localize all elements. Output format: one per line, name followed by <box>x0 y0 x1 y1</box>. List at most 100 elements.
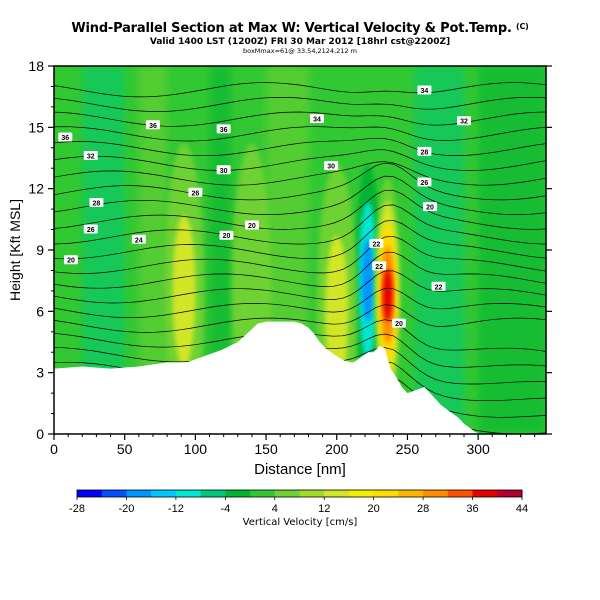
x-tick-label: 150 <box>254 441 278 457</box>
x-tick-label: 50 <box>117 441 133 457</box>
contour-label-bg <box>324 161 339 171</box>
colorbar-swatch <box>348 490 375 497</box>
contour-label-text: 32 <box>87 153 95 160</box>
contour-label-text: 26 <box>421 180 429 187</box>
contour-label: 34 <box>309 114 324 124</box>
contour-label-bg <box>188 187 203 197</box>
contour-label-bg <box>457 116 471 126</box>
velocity-band <box>478 66 546 434</box>
y-tick-label: 15 <box>28 119 44 135</box>
contour-label-text: 28 <box>93 200 101 207</box>
isentrope-line <box>54 219 546 260</box>
colorbar-swatch <box>299 490 325 497</box>
colorbar-tick-label: 28 <box>417 503 429 515</box>
velocity-cell <box>325 235 349 387</box>
contour-label: 36 <box>145 120 160 130</box>
chart-subtitle: Valid 1400 LST (1200Z) FRI 30 Mar 2012 [… <box>149 37 451 47</box>
colorbar-tick-label: 20 <box>368 503 380 515</box>
colorbar: -28 -20 -12 -4 4 12 20 28 36 44 <box>69 489 528 515</box>
contour-label-bg <box>216 124 231 134</box>
contour-label-bg <box>83 150 98 160</box>
contour-label-text: 30 <box>220 168 228 175</box>
terrain <box>54 321 546 434</box>
colorbar-tick-label: -20 <box>118 503 134 515</box>
isentrope-line <box>54 251 546 289</box>
contour-label: 22 <box>431 281 446 291</box>
colorbar-tick-label: -4 <box>220 503 230 515</box>
colorbar-tick-label: 44 <box>516 503 528 515</box>
colorbar-swatch <box>200 490 226 497</box>
isentrope-line <box>54 126 546 142</box>
contour-label: 24 <box>131 234 146 244</box>
contour-label-text: 34 <box>421 88 429 95</box>
y-axis-label: Height [Kft MSL] <box>7 199 23 301</box>
contour-label: 22 <box>372 261 387 271</box>
contour-label: 22 <box>369 238 384 248</box>
contour-label-bg <box>83 224 98 234</box>
y-tick-label: 18 <box>28 58 44 74</box>
contour-label: 26 <box>417 177 432 187</box>
contour-label: 32 <box>457 116 471 126</box>
plot-area: 36 36 36 34 34 32 32 30 30 28 28 26 26 26 24 20 20 20 20 22… <box>54 66 546 434</box>
contour-label: 20 <box>423 202 438 212</box>
contour-label-bg <box>219 230 234 240</box>
colorbar-swatch <box>175 490 202 497</box>
velocity-band <box>209 66 231 434</box>
contour-label: 26 <box>83 224 98 234</box>
colorbar-swatch <box>250 490 276 497</box>
isentrope-line <box>54 162 546 201</box>
colorbar-swatch <box>497 490 523 497</box>
velocity-cell <box>361 239 375 323</box>
contour-label: 20 <box>244 220 259 230</box>
colorbar-swatch <box>274 490 300 497</box>
x-axis-label: Distance [nm] <box>254 461 346 478</box>
colorbar-swatch <box>324 490 350 497</box>
contour-label: 32 <box>83 150 98 160</box>
contour-label: 30 <box>216 165 231 175</box>
isentrope-line <box>54 288 546 319</box>
contour-label-text: 32 <box>460 119 468 126</box>
colorbar-label: Vertical Velocity [cm/s] <box>242 517 358 528</box>
contour-label: 20 <box>63 255 78 265</box>
contour-label-text: 24 <box>135 237 143 244</box>
contour-label-bg <box>63 255 78 265</box>
colorbar-tick-label: 36 <box>466 503 478 515</box>
contour-label-bg <box>417 146 432 156</box>
isentrope-line <box>54 161 546 186</box>
contour-label-text: 28 <box>421 149 429 156</box>
isentrope-line <box>54 235 546 274</box>
colorbar-swatch <box>398 490 424 497</box>
velocity-cell <box>382 268 393 322</box>
x-tick-label: 0 <box>50 441 58 457</box>
colorbar-swatch <box>423 490 449 497</box>
x-axis: 0 50 100 150 200 250 300 <box>50 434 536 457</box>
colorbar-swatch <box>101 490 127 497</box>
isentrope-line <box>54 175 546 215</box>
contour-label-text: 36 <box>220 127 228 134</box>
contour-label-bg <box>89 197 104 207</box>
contour-label-text: 34 <box>313 117 321 124</box>
contour-label-text: 20 <box>426 205 434 212</box>
isentrope-line <box>54 137 546 157</box>
colorbar-swatch <box>151 490 177 497</box>
contour-label-bg <box>369 238 384 248</box>
colorbar-swatch <box>225 490 251 497</box>
y-tick-label: 3 <box>36 365 44 381</box>
contour-label: 20 <box>391 318 406 328</box>
chart-title: Wind-Parallel Section at Max W: Vertical… <box>71 21 529 36</box>
colorbar-tick-label: -12 <box>168 503 184 515</box>
y-tick-label: 0 <box>36 426 44 442</box>
contour-label: 36 <box>58 132 73 142</box>
colorbar-tick-label: 12 <box>318 503 330 515</box>
contour-label-text: 30 <box>327 164 335 171</box>
y-tick-label: 6 <box>36 303 44 319</box>
contour-label-bg <box>244 220 259 230</box>
isentrope-line <box>54 204 546 245</box>
velocity-cell <box>172 215 196 367</box>
colorbar-tick-label: -28 <box>69 503 85 515</box>
contour-label-bg <box>417 85 432 95</box>
contour-label: 34 <box>417 85 432 95</box>
contour-label: 28 <box>417 146 432 156</box>
colorbar-frame <box>76 489 523 498</box>
